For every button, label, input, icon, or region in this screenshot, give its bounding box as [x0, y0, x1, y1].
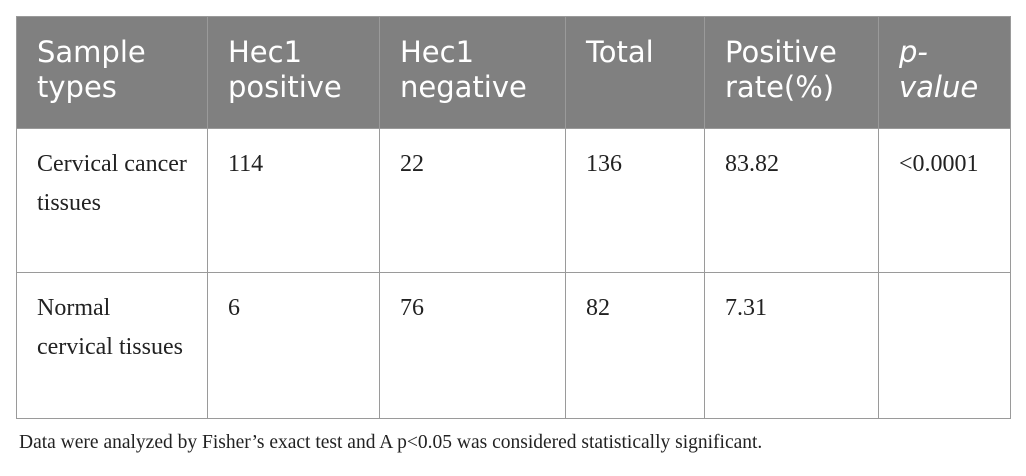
table-cell: 6 — [207, 272, 380, 419]
table-cell: <0.0001 — [878, 128, 1011, 273]
header-cell: Total — [565, 16, 705, 129]
header-row: Sample types Hec1 positive Hec1 negative To… — [16, 16, 1011, 129]
header-cell: p-value — [878, 16, 1011, 129]
header-cell: Sample types — [16, 16, 208, 129]
header-cell: Hec1 positive — [207, 16, 380, 129]
table-body: Cervical cancer tissues 114 22 136 83.82 <0.0… — [16, 128, 1011, 419]
data-table: Sample types Hec1 positive Hec1 negative To… — [16, 16, 1011, 419]
table-cell: 82 — [565, 272, 705, 419]
table-cell — [878, 272, 1011, 419]
table-cell: 76 — [379, 272, 566, 419]
table-row: Cervical cancer tissues 114 22 136 83.82 <0.0… — [16, 128, 1011, 273]
table-cell: Normal cervical tissues — [16, 272, 208, 419]
table-cell: 114 — [207, 128, 380, 273]
table-row: Normal cervical tissues 6 76 82 7.31 — [16, 272, 1011, 419]
table-cell: 22 — [379, 128, 566, 273]
footnote: Data were analyzed by Fisher’s exact tes… — [19, 432, 763, 453]
header-cell: Positive rate(%) — [704, 16, 879, 129]
table-cell: Cervical cancer tissues — [16, 128, 208, 273]
header-cell: Hec1 negative — [379, 16, 566, 129]
table-cell: 7.31 — [704, 272, 879, 419]
table-cell: 136 — [565, 128, 705, 273]
table-cell: 83.82 — [704, 128, 879, 273]
